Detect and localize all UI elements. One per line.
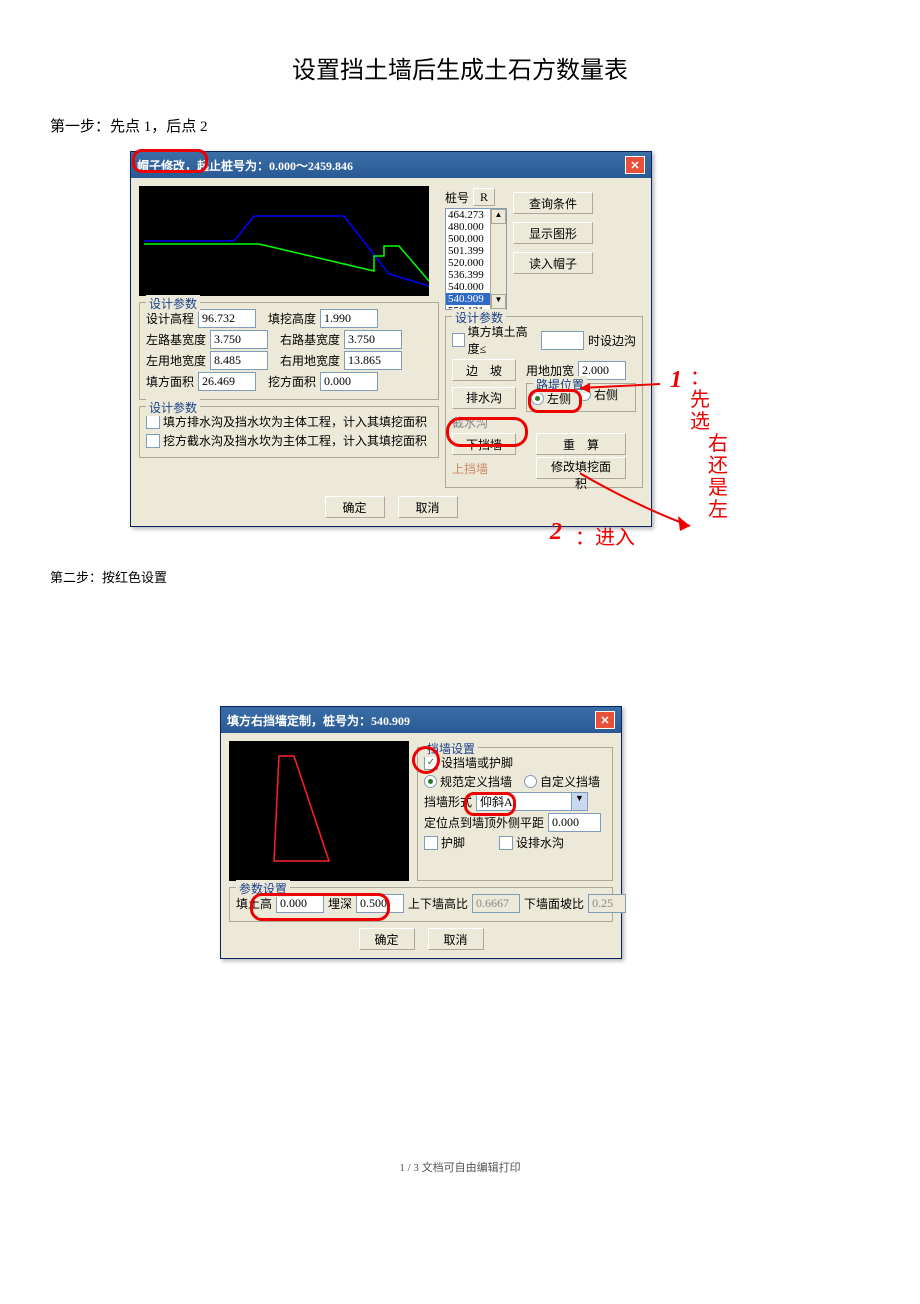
lbl: 时设边沟 (588, 332, 636, 349)
ok-button[interactable]: 确定 (325, 496, 385, 518)
cancel-button[interactable]: 取消 (398, 496, 458, 518)
fh-input[interactable] (541, 331, 584, 350)
design-params-left: 设计参数 设计高程填挖高度 左路基宽度右路基宽度 左用地宽度右用地宽度 填方面积… (139, 302, 439, 400)
pile-label: 桩号 (445, 189, 469, 206)
rland-input[interactable] (344, 351, 402, 370)
page-title: 设置挡土墙后生成土石方数量表 (50, 50, 870, 85)
drain-button[interactable]: 排水沟 (452, 387, 516, 409)
chk1-label: 填方排水沟及挡水坎为主体工程，计入其填挖面积 (163, 413, 427, 430)
scroll-up-icon[interactable]: ▲ (491, 209, 506, 224)
radio-custom-label: 自定义挡墙 (540, 773, 600, 790)
cross-section-canvas (139, 186, 429, 296)
fieldset-legend: 设计参数 (146, 399, 200, 416)
pos-legend: 路堤位置 (533, 376, 587, 393)
dist-input[interactable] (548, 813, 601, 832)
depth-input[interactable] (356, 894, 404, 913)
radio-spec-label: 规范定义挡墙 (440, 773, 512, 790)
close-icon[interactable]: ✕ (595, 711, 615, 729)
radio-spec[interactable]: 规范定义挡墙 (424, 773, 512, 790)
lbl: 填挖高度 (268, 310, 316, 327)
annot1-text: ：先选右还是左 (690, 367, 728, 521)
scroll-down-icon[interactable]: ▼ (491, 294, 506, 309)
fillh-input[interactable] (320, 309, 378, 328)
chk-drain2-label: 设排水沟 (516, 834, 564, 851)
wall-legend: 挡墙设置 (424, 740, 478, 757)
dialog-title: 帽子修改，起止桩号为：0.000～2459.846 (137, 157, 353, 174)
chk2-label: 挖方截水沟及挡水坎为主体工程，计入其填挖面积 (163, 432, 427, 449)
step2-label: 第二步：按红色设置 (50, 567, 870, 586)
slope-button[interactable]: 边 坡 (452, 359, 516, 381)
titlebar[interactable]: 帽子修改，起止桩号为：0.000～2459.846 ✕ (131, 152, 651, 178)
lbl: 设计高程 (146, 310, 194, 327)
radio-right-label: 右侧 (594, 386, 618, 403)
param-legend: 参数设置 (236, 880, 290, 897)
lbl-intercept: 截水沟 (452, 414, 516, 431)
ok2-button[interactable]: 确定 (359, 928, 415, 950)
radio-custom[interactable]: 自定义挡墙 (524, 773, 600, 790)
carea-input[interactable] (320, 372, 378, 391)
ratio-input (472, 894, 520, 913)
titlebar2[interactable]: 填方右挡墙定制，桩号为：540.909 ✕ (221, 707, 621, 733)
rbase-input[interactable] (344, 330, 402, 349)
lbl: 填土高 (236, 895, 272, 912)
lbl: 定位点到墙顶外侧平距 (424, 814, 544, 831)
elev-input[interactable] (198, 309, 256, 328)
chk-fh-label: 填方填土高度≤ (468, 323, 537, 357)
design-params-right: 设计参数 填方填土高度≤时设边沟 边 坡用地加宽 排水沟 路堤位置 左侧 右侧 … (445, 316, 643, 488)
lbase-input[interactable] (210, 330, 268, 349)
lbl-upper: 上挡墙 (452, 460, 516, 477)
param-settings: 参数设置 填土高 埋深 上下墙高比 下墙面坡比 (229, 887, 613, 922)
fieldset-legend: 设计参数 (146, 295, 200, 312)
pile-listbox[interactable]: 464.273480.000500.000501.399520.000536.3… (445, 208, 507, 310)
pile-r-button[interactable]: R (473, 188, 495, 206)
dropdown-icon[interactable]: ▼ (571, 793, 587, 810)
chk-drain2[interactable]: 设排水沟 (499, 834, 564, 851)
load-button[interactable]: 读入帽子 (513, 252, 593, 274)
lbl: 埋深 (328, 895, 352, 912)
dialog-cap-modify: 帽子修改，起止桩号为：0.000～2459.846 ✕ 设计参数 设计高程 填挖高… (130, 151, 652, 527)
lbl: 右用地宽度 (280, 352, 340, 369)
step1-label: 第一步：先点 1，后点 2 (50, 115, 870, 136)
wall-canvas (229, 741, 409, 881)
lbl: 填方面积 (146, 373, 194, 390)
design-params-checks: 设计参数 填方排水沟及挡水坎为主体工程，计入其填挖面积 挖方截水沟及挡水坎为主体… (139, 406, 439, 458)
cancel2-button[interactable]: 取消 (428, 928, 484, 950)
slope-input (588, 894, 626, 913)
query-button[interactable]: 查询条件 (513, 192, 593, 214)
wall-settings: 挡墙设置 ✓设挡墙或护脚 规范定义挡墙自定义挡墙 挡墙形式仰斜A▼ 定位点到墙顶… (417, 747, 613, 881)
lbl: 右路基宽度 (280, 331, 340, 348)
fieldset-legend: 设计参数 (452, 309, 506, 326)
recalc-button[interactable]: 重 算 (536, 433, 626, 455)
chk-foot[interactable]: 护脚 (424, 834, 465, 851)
lbl: 挖方面积 (268, 373, 316, 390)
lbl: 左路基宽度 (146, 331, 206, 348)
dialog2-title: 填方右挡墙定制，桩号为：540.909 (227, 712, 410, 729)
farea-input[interactable] (198, 372, 256, 391)
modarea-button[interactable]: 修改填挖面积 (536, 457, 626, 479)
chk2[interactable]: 挖方截水沟及挡水坎为主体工程，计入其填挖面积 (146, 432, 427, 449)
lbl: 上下墙高比 (408, 895, 468, 912)
close-icon[interactable]: ✕ (625, 156, 645, 174)
lbl: 左用地宽度 (146, 352, 206, 369)
lower-wall-button[interactable]: 下挡墙 (452, 433, 516, 455)
lbl: 下墙面坡比 (524, 895, 584, 912)
annot1-num: 1 (670, 367, 682, 394)
lland-input[interactable] (210, 351, 268, 370)
chk-foot-label: 护脚 (441, 834, 465, 851)
lbl: 挡墙形式 (424, 793, 472, 810)
chk-fillheight[interactable]: 填方填土高度≤ (452, 323, 537, 357)
dialog-wall-custom: 填方右挡墙定制，桩号为：540.909 ✕ 挡墙设置 ✓设挡墙或护脚 规范定义挡… (220, 706, 622, 959)
form-value: 仰斜A (477, 793, 571, 810)
show-button[interactable]: 显示图形 (513, 222, 593, 244)
page-footer: 1 / 3 文档可自由编辑打印 (50, 1159, 870, 1175)
